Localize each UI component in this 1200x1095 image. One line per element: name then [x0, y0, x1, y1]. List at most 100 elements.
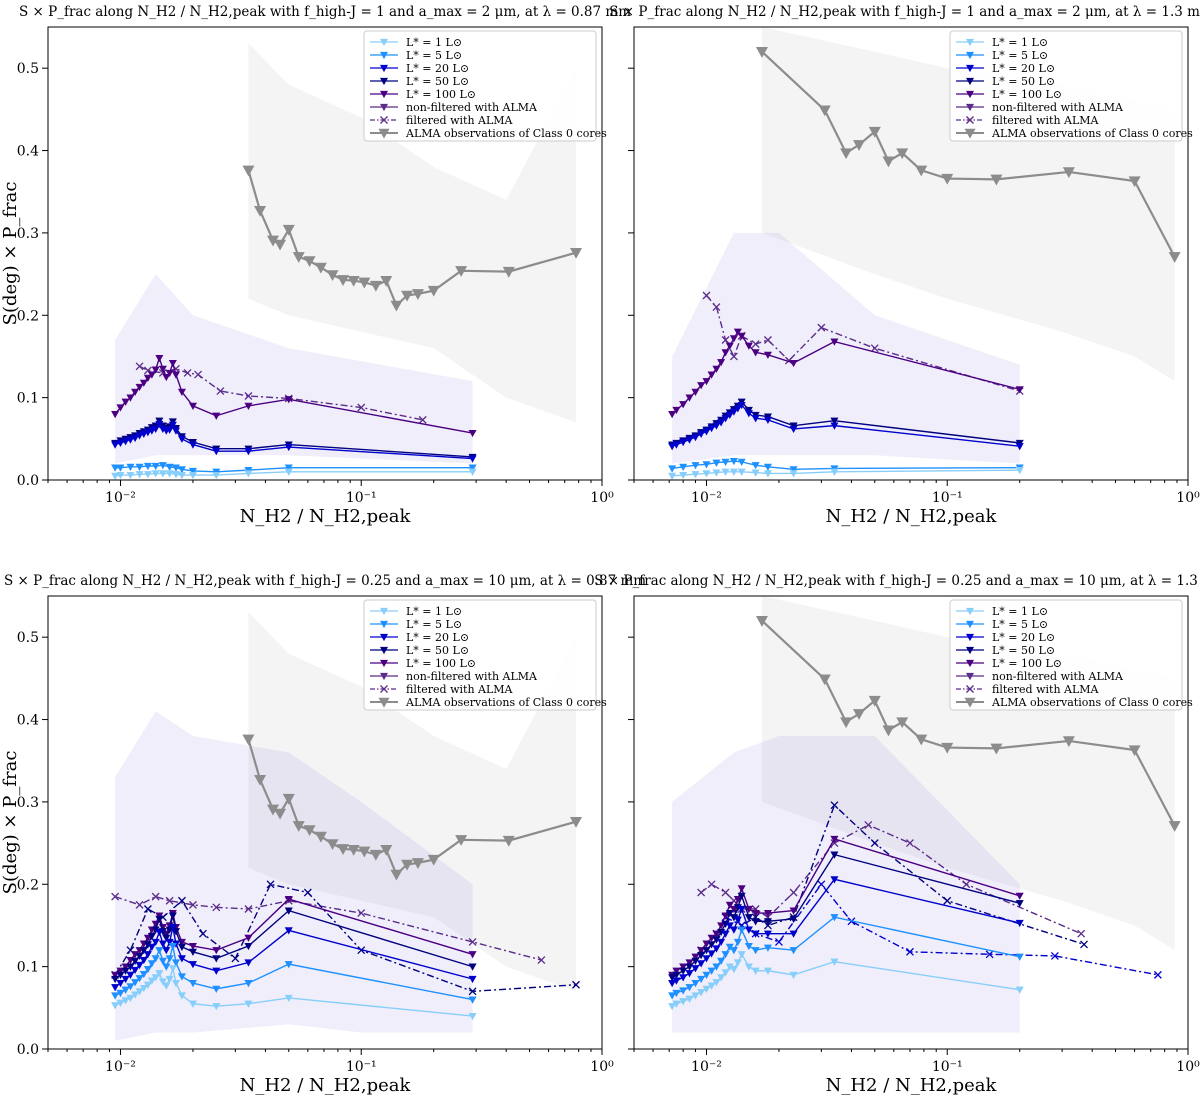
legend-marker: [965, 77, 975, 86]
data-point: [737, 951, 746, 959]
x-tick-label: 10⁻²: [105, 1059, 136, 1075]
data-point: [455, 266, 468, 277]
y-tick-label: 0.2: [17, 877, 39, 893]
data-point: [135, 952, 144, 961]
data-point: [751, 918, 760, 926]
data-point: [131, 388, 140, 396]
legend-marker: [379, 103, 389, 112]
data-point: [882, 725, 895, 737]
x-axis-label: N_H2 / N_H2,peak: [240, 1075, 412, 1095]
x-axis-label: N_H2 / N_H2,peak: [826, 506, 998, 527]
data-point: [691, 471, 700, 479]
y-axis-label: S(deg) × P_frac: [0, 751, 21, 895]
data-point: [712, 422, 721, 430]
data-point-b: [135, 362, 144, 371]
data-point-b: [357, 403, 366, 412]
data-point: [1168, 252, 1181, 263]
legend-marker: [379, 646, 389, 655]
data-point: [962, 880, 971, 889]
data-point: [679, 471, 688, 480]
x-tick-label: 10⁻²: [691, 490, 722, 506]
data-point: [131, 957, 140, 965]
data-point: [212, 903, 221, 912]
data-point: [427, 854, 440, 866]
data-point-b: [817, 323, 826, 332]
legend-label: filtered with ALMA: [406, 683, 514, 696]
data-point: [725, 909, 734, 918]
data-point: [158, 978, 167, 986]
y-tick-label: 0.5: [17, 630, 39, 646]
data-point: [390, 869, 403, 881]
data-point: [717, 974, 726, 982]
data-point: [188, 980, 197, 988]
data-point: [162, 373, 171, 382]
data-point: [111, 1002, 120, 1010]
data-point: [763, 967, 772, 975]
data-point: [1015, 443, 1024, 451]
y-tick-label: 0.3: [17, 226, 39, 242]
data-point: [116, 439, 125, 448]
data-point: [789, 470, 798, 478]
legend-marker: [379, 64, 389, 73]
data-point: [274, 808, 287, 820]
legend-marker: [965, 646, 975, 655]
data-point: [111, 472, 120, 480]
legend-label: filtered with ALMA: [992, 114, 1100, 127]
data-point: [347, 844, 360, 856]
data-point: [737, 926, 746, 934]
data-point: [985, 950, 994, 959]
data-point: [672, 1000, 681, 1008]
data-point: [111, 441, 120, 449]
data-point-b: [905, 947, 914, 956]
data-point: [751, 349, 760, 357]
data-point: [468, 975, 477, 984]
data-point: [1168, 821, 1181, 832]
data-point: [763, 918, 772, 926]
data-point: [165, 470, 174, 478]
data-point: [725, 901, 734, 909]
data-point: [177, 973, 186, 981]
data-point: [151, 470, 160, 478]
data-point: [284, 994, 293, 1003]
y-tick-label: 0.1: [17, 960, 39, 976]
data-point: [155, 915, 164, 923]
data-point: [744, 342, 753, 350]
data-point: [1153, 970, 1162, 979]
legend-marker: [965, 90, 975, 99]
data-point: [789, 466, 798, 474]
data-point: [198, 929, 207, 938]
data-point: [284, 443, 293, 452]
data-point: [135, 471, 144, 479]
data-point-b: [1077, 929, 1086, 938]
data-point: [870, 839, 879, 848]
data-point: [171, 427, 180, 435]
data-point-b: [817, 880, 826, 889]
legend: L* = 1 L⊙L* = 5 L⊙L* = 20 L⊙L* = 50 L⊙L*…: [949, 599, 1193, 711]
data-point: [733, 959, 742, 967]
data-point: [570, 816, 583, 828]
legend-marker-b: [380, 685, 388, 693]
data-point: [712, 459, 721, 467]
legend-label: L* = 20 L⊙: [992, 631, 1055, 644]
data-point: [244, 942, 253, 951]
legend-label: ALMA observations of Class 0 cores: [405, 696, 607, 709]
data-point-b: [870, 839, 879, 848]
data-point: [151, 938, 160, 947]
data-point-b: [172, 364, 180, 373]
axes-frame: [47, 595, 603, 1050]
data-point: [165, 896, 174, 905]
x-tick-label: 10⁻¹: [346, 490, 377, 506]
legend-marker: [378, 697, 390, 708]
data-point: [244, 934, 253, 942]
legend-marker: [964, 697, 976, 708]
data-point: [744, 942, 753, 951]
data-point: [774, 937, 783, 946]
legend-marker: [379, 620, 389, 629]
data-point: [685, 959, 694, 967]
data-point: [143, 934, 152, 942]
data-point-b: [572, 980, 580, 989]
data-point: [685, 963, 694, 971]
data-point: [139, 984, 148, 993]
data-point: [158, 940, 167, 948]
